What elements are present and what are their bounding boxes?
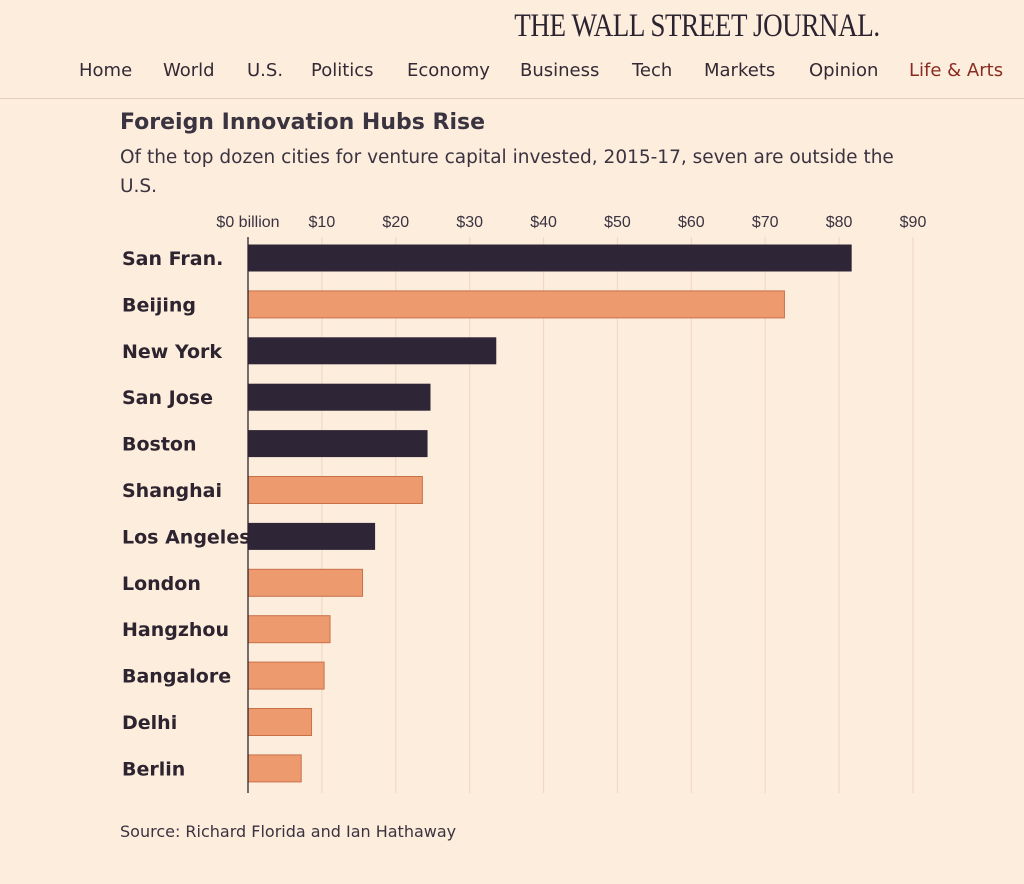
bar-san-fran (248, 244, 852, 272)
bar-berlin (247, 754, 302, 783)
nav-life-arts[interactable]: Life & Arts (909, 60, 1004, 81)
category-label: Los Angeles (122, 526, 251, 548)
chart-source: Source: Richard Florida and Ian Hathaway (120, 822, 457, 841)
bar-shanghai (247, 476, 423, 504)
nav-world[interactable]: World (163, 60, 215, 81)
nav-home[interactable]: Home (79, 60, 133, 81)
nav-business[interactable]: Business (520, 60, 600, 81)
category-label: San Jose (122, 387, 213, 409)
category-label: Hangzhou (122, 619, 229, 641)
x-tick-label: $60 (678, 214, 705, 231)
category-label: San Fran. (122, 248, 223, 270)
nav-us[interactable]: U.S. (247, 60, 284, 81)
chart-bars (247, 244, 852, 783)
x-tick-label: $90 (900, 214, 927, 231)
bar-delhi (247, 708, 313, 736)
main-nav: Home World U.S. Politics Economy Busines… (0, 58, 1024, 86)
x-tick-label: $10 (309, 214, 336, 231)
category-label: Bangalore (122, 666, 231, 688)
category-label: Beijing (122, 294, 196, 316)
nav-markets[interactable]: Markets (704, 60, 776, 81)
chart-gridlines (321, 237, 914, 793)
bar-bangalore (247, 661, 325, 690)
nav-opinion[interactable]: Opinion (809, 60, 879, 81)
x-tick-label: $0 billion (216, 214, 279, 231)
nav-tech[interactable]: Tech (632, 60, 673, 81)
bar-hangzhou (247, 615, 331, 644)
masthead-logo[interactable]: THE WALL STREET JOURNAL. (514, 8, 880, 44)
nav-divider (0, 98, 1024, 99)
category-label: Boston (122, 434, 197, 456)
chart-title: Foreign Innovation Hubs Rise (120, 110, 486, 135)
bar-boston (248, 430, 428, 458)
bar-new-york (248, 337, 497, 365)
x-tick-label: $50 (604, 214, 631, 231)
category-label: London (122, 573, 201, 595)
category-label: Berlin (122, 758, 185, 780)
x-tick-label: $30 (456, 214, 483, 231)
bar-beijing (247, 290, 785, 319)
x-tick-label: $40 (530, 214, 557, 231)
nav-economy[interactable]: Economy (407, 60, 490, 81)
x-tick-label: $80 (826, 214, 853, 231)
category-label: Shanghai (122, 480, 222, 502)
bar-london (247, 568, 364, 597)
x-axis-ticks: $0 billion $10 $20 $30 $40 $50 $60 $70 $80 $90 (216, 214, 926, 231)
chart-subtitle: Of the top dozen cities for venture capi… (120, 147, 894, 197)
x-tick-label: $20 (382, 214, 409, 231)
bar-los-angeles (248, 522, 376, 550)
bar-san-jose (248, 383, 431, 411)
category-labels: San Fran. Beijing New York San Jose Boston Sh… (122, 248, 251, 780)
x-tick-label: $70 (752, 214, 779, 231)
category-label: Delhi (122, 712, 177, 734)
category-label: New York (122, 341, 222, 363)
nav-politics[interactable]: Politics (311, 60, 374, 81)
